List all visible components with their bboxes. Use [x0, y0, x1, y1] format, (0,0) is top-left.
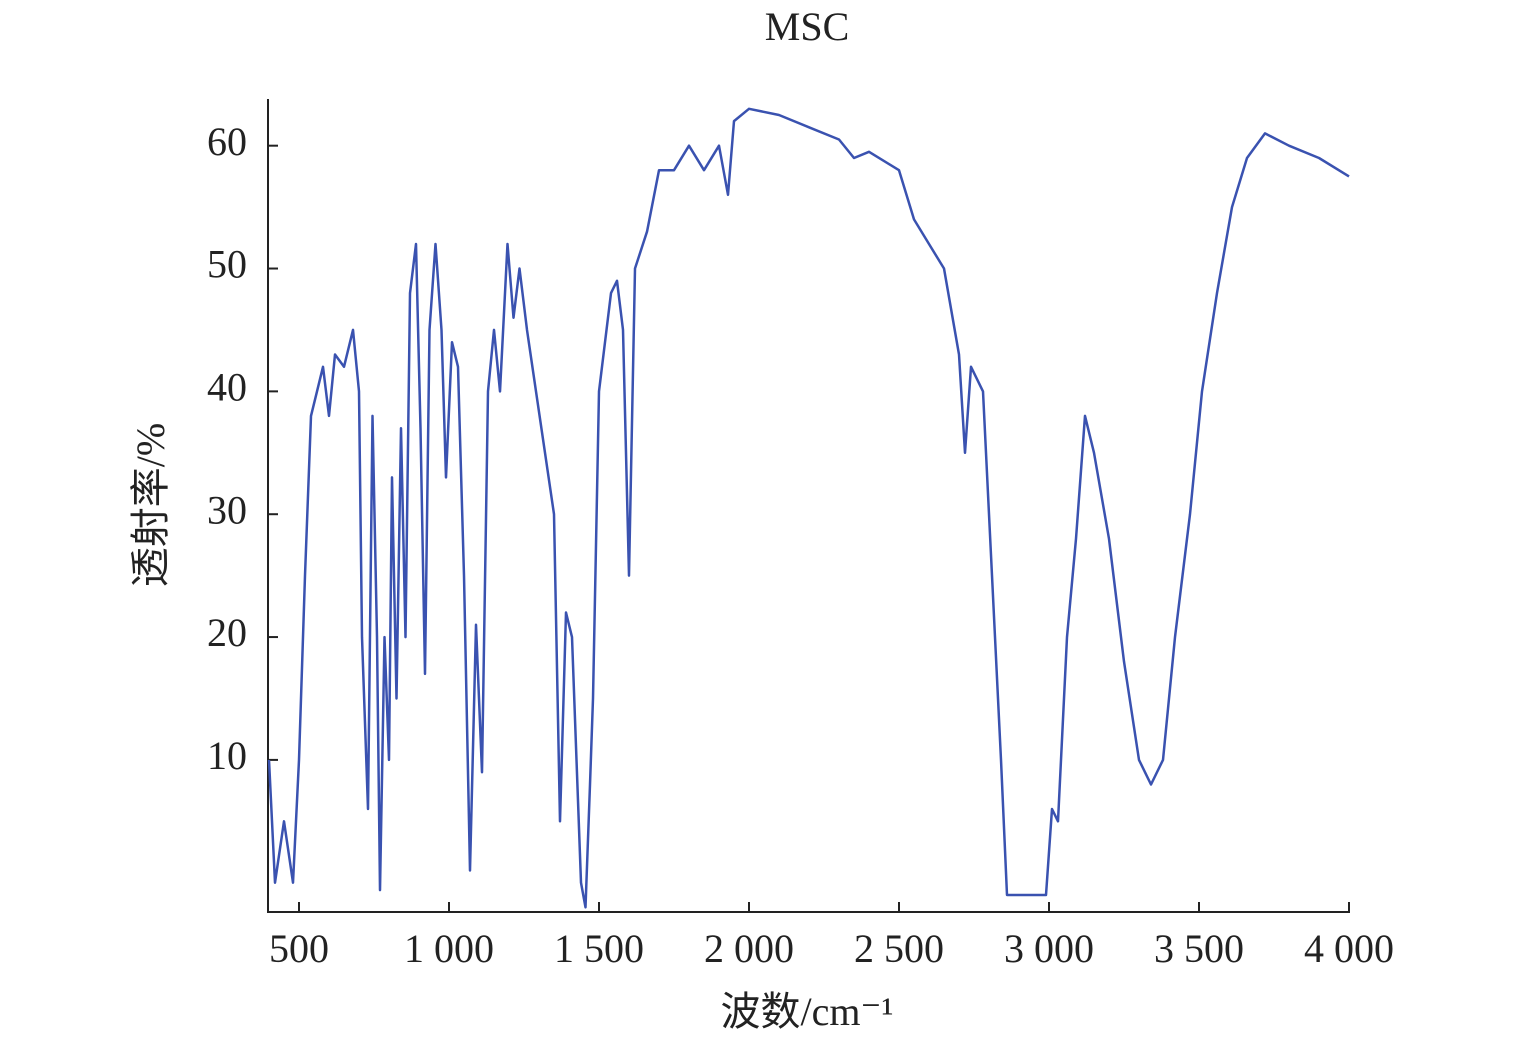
y-tick-label: 40 [207, 365, 247, 410]
x-tick-label: 1 000 [404, 926, 494, 971]
chart-title: MSC [765, 4, 850, 49]
x-axis-label: 波数/cm⁻¹ [720, 989, 893, 1034]
y-tick-label: 20 [207, 610, 247, 655]
y-tick-label: 30 [207, 487, 247, 532]
x-tick-label: 2 000 [704, 926, 794, 971]
y-tick-label: 60 [207, 119, 247, 164]
y-tick-label: 10 [207, 733, 247, 778]
x-tick-label: 1 500 [554, 926, 644, 971]
x-tick-label: 4 000 [1304, 926, 1394, 971]
x-tick-label: 3 000 [1004, 926, 1094, 971]
spectrum-line [267, 107, 1350, 909]
x-tick-label: 3 500 [1154, 926, 1244, 971]
x-tick-label: 500 [269, 926, 329, 971]
y-axis-label: 透射率/% [128, 423, 173, 587]
x-tick-label: 2 500 [854, 926, 944, 971]
y-tick-label: 50 [207, 242, 247, 287]
